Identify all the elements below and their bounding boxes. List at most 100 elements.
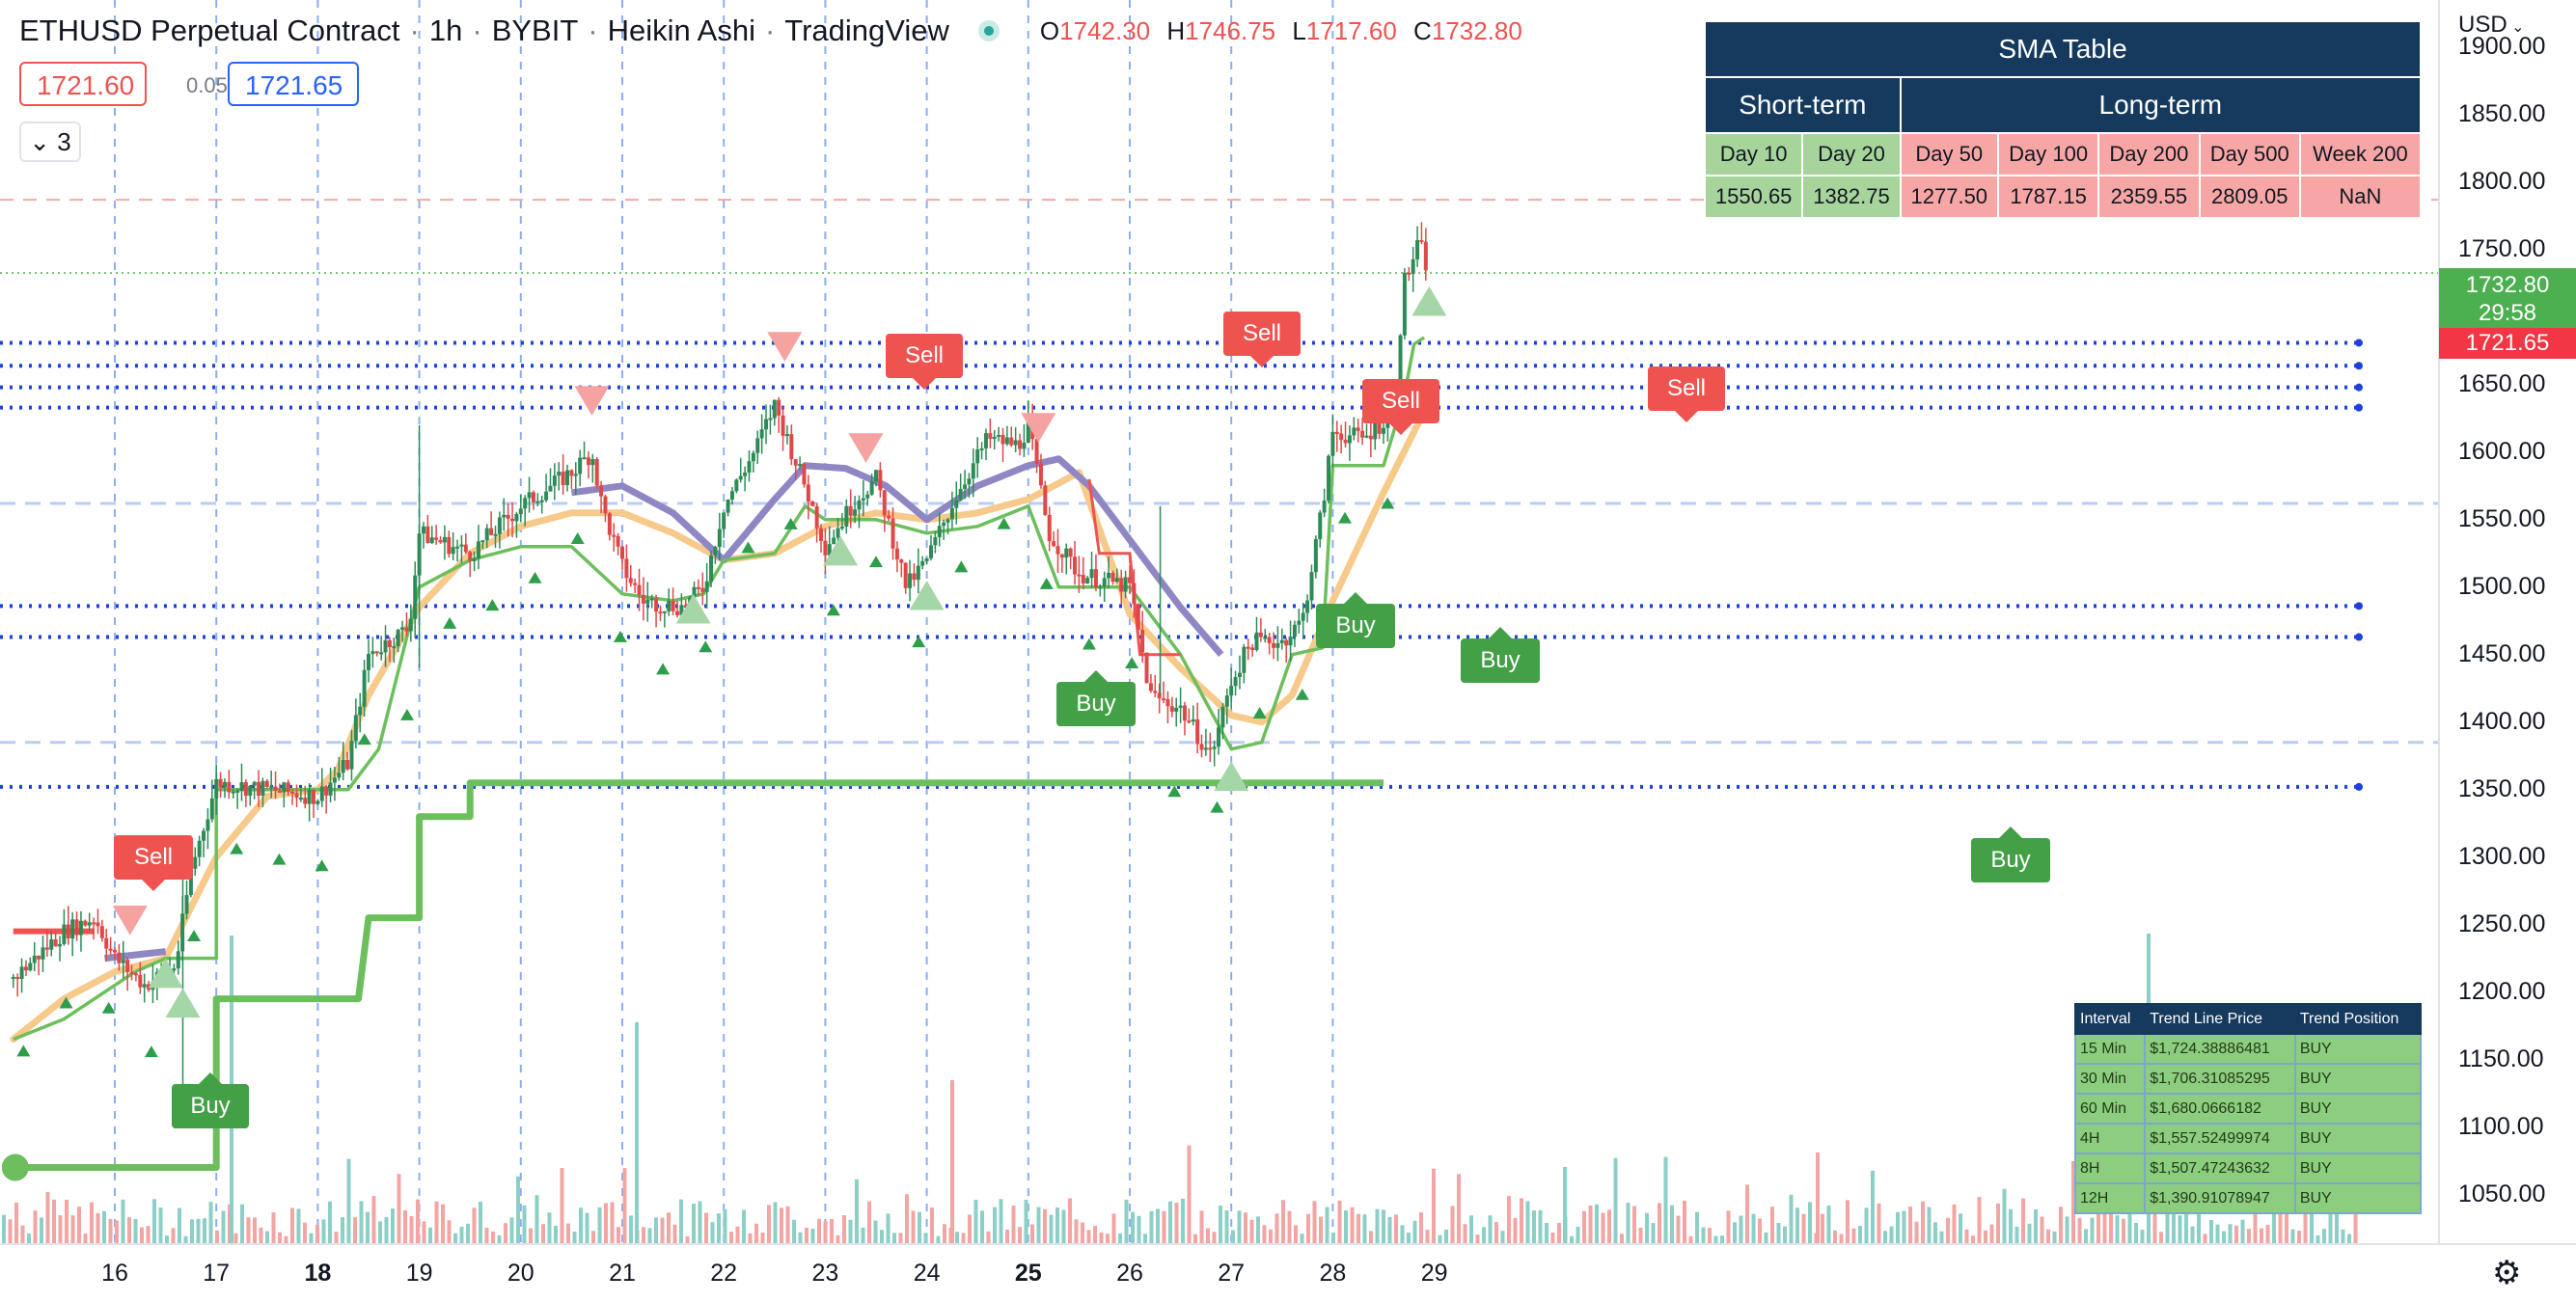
candle-body xyxy=(362,669,367,707)
volume-bar xyxy=(1676,1215,1681,1244)
candle-body xyxy=(392,646,397,649)
volume-bar xyxy=(735,1226,740,1244)
volume-bar xyxy=(77,1207,81,1244)
candle-body xyxy=(810,502,815,506)
level-end-dot xyxy=(2355,403,2363,412)
uptrend-triangle xyxy=(869,556,883,568)
volume-bar xyxy=(1475,1234,1480,1244)
volume-bar xyxy=(1030,1224,1034,1244)
candle-body xyxy=(827,544,832,556)
candle-body xyxy=(527,492,532,499)
volume-bar xyxy=(1111,1213,1116,1244)
uptrend-triangle xyxy=(783,518,798,529)
price-tick-label: 1350.00 xyxy=(2458,774,2546,802)
sma-col-header: Week 200 xyxy=(2298,132,2423,176)
volume-bar xyxy=(146,1226,151,1244)
candle-body xyxy=(1212,746,1217,749)
candle-body xyxy=(1169,706,1174,712)
currency-selector[interactable]: USD ⌄ xyxy=(2458,12,2525,38)
volume-bar xyxy=(1043,1208,1047,1244)
candle-body xyxy=(1229,686,1234,696)
candle-body xyxy=(734,479,739,492)
symbol-title[interactable]: ETHUSD Perpetual Contract xyxy=(19,14,400,47)
time-tick-label: 23 xyxy=(811,1260,839,1287)
table-row: 4H $1,557.52499974 BUY xyxy=(2073,1123,2423,1154)
level-end-dot xyxy=(2355,633,2363,641)
candle-body xyxy=(472,557,477,561)
candle-body xyxy=(1352,427,1357,436)
candle-body xyxy=(789,434,794,460)
caret-up-icon xyxy=(1489,627,1512,638)
candle-body xyxy=(620,546,624,559)
trend-header: Interval xyxy=(2073,1003,2147,1035)
volume-bar xyxy=(1576,1227,1580,1244)
volume-bar xyxy=(1520,1198,1523,1244)
candle-body xyxy=(1203,747,1208,750)
volume-bar xyxy=(930,1207,934,1244)
candle-body xyxy=(908,573,913,588)
candle-body xyxy=(861,498,865,501)
candle-body xyxy=(1208,747,1213,750)
candle-body xyxy=(421,526,425,534)
candle-body xyxy=(125,960,130,972)
uptrend-triangle xyxy=(399,708,414,720)
sma-table-title: SMA Table xyxy=(1704,20,2422,78)
candle-body xyxy=(332,777,337,783)
volume-bar xyxy=(303,1222,307,1244)
volume-bar xyxy=(65,1199,69,1244)
volume-bar xyxy=(1500,1231,1505,1244)
candle-body xyxy=(747,461,752,473)
volume-bar xyxy=(1369,1231,1373,1244)
volume-bar xyxy=(2353,1201,2358,1244)
gear-icon[interactable]: ⚙ xyxy=(2492,1255,2522,1291)
volume-bar xyxy=(58,1214,63,1244)
volume-bar xyxy=(1720,1235,1724,1244)
candle-body xyxy=(793,459,798,466)
price-tick-label: 1750.00 xyxy=(2458,234,2546,262)
chart-style-label[interactable]: Heikin Ashi xyxy=(607,14,755,47)
uptrend-triangle xyxy=(656,663,671,675)
volume-bar xyxy=(1588,1205,1593,1244)
candle-body xyxy=(557,472,562,476)
candle-body xyxy=(303,798,308,804)
volume-bar xyxy=(572,1232,577,1244)
candle-body xyxy=(569,470,574,476)
volume-bar xyxy=(867,1201,871,1244)
volume-bar xyxy=(1382,1209,1385,1244)
candle-body xyxy=(954,500,959,508)
volume-bar xyxy=(2240,1219,2245,1244)
uptrend-triangle xyxy=(443,616,457,629)
candle-body xyxy=(683,605,688,609)
volume-bar xyxy=(2090,1217,2095,1244)
buy-price-button[interactable]: 1721.65 xyxy=(228,62,359,106)
volume-bar xyxy=(685,1235,690,1244)
candle-body xyxy=(214,778,219,799)
volume-bar xyxy=(880,1230,884,1244)
candle-body xyxy=(506,514,510,519)
indicators-toggle[interactable]: ⌄ 3 xyxy=(19,122,81,162)
candle-body xyxy=(616,535,620,547)
volume-bar xyxy=(911,1210,916,1244)
volume-bar xyxy=(1864,1207,1869,1244)
volume-bar xyxy=(1312,1201,1317,1244)
volume-bar xyxy=(2178,1215,2182,1244)
candle-body xyxy=(400,627,405,630)
candle-body xyxy=(853,509,858,516)
candle-body xyxy=(988,433,993,439)
indicator-count: 3 xyxy=(57,127,71,156)
volume-bar xyxy=(1701,1227,1706,1244)
volume-bar xyxy=(2,1214,6,1244)
market-status-icon[interactable] xyxy=(977,20,1000,41)
volume-bar xyxy=(459,1226,464,1244)
candle-body xyxy=(78,920,83,936)
interval-label[interactable]: 1h xyxy=(428,14,463,47)
volume-bar xyxy=(1137,1215,1141,1244)
volume-bar xyxy=(1877,1203,1881,1244)
sell-price-button[interactable]: 1721.60 xyxy=(19,62,147,106)
last-price-label: 1732.80 29:58 xyxy=(2439,268,2576,330)
candle-body xyxy=(44,947,49,950)
candle-body xyxy=(438,539,443,543)
candle-body xyxy=(374,651,379,654)
volume-bar xyxy=(1212,1232,1217,1244)
candle-body xyxy=(1018,440,1023,449)
